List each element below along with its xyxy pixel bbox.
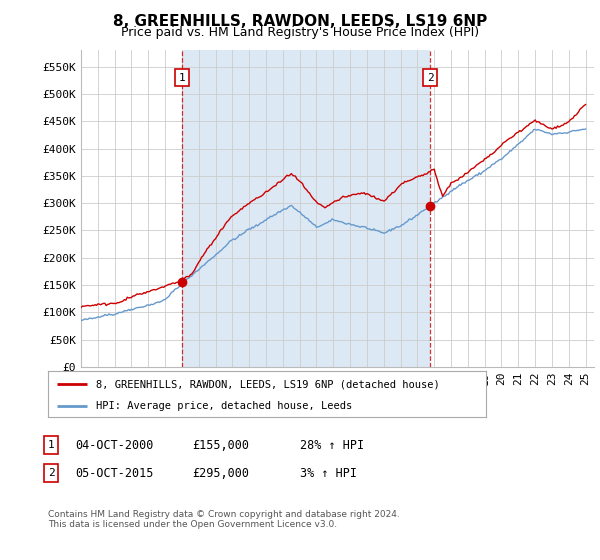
Text: £295,000: £295,000 — [192, 466, 249, 480]
Text: £155,000: £155,000 — [192, 438, 249, 452]
Text: 2: 2 — [47, 468, 55, 478]
Text: 1: 1 — [47, 440, 55, 450]
Text: 05-OCT-2015: 05-OCT-2015 — [75, 466, 154, 480]
Text: 2: 2 — [427, 73, 433, 83]
Text: Price paid vs. HM Land Registry's House Price Index (HPI): Price paid vs. HM Land Registry's House … — [121, 26, 479, 39]
Text: 3% ↑ HPI: 3% ↑ HPI — [300, 466, 357, 480]
Text: 28% ↑ HPI: 28% ↑ HPI — [300, 438, 364, 452]
Text: 8, GREENHILLS, RAWDON, LEEDS, LS19 6NP (detached house): 8, GREENHILLS, RAWDON, LEEDS, LS19 6NP (… — [96, 379, 440, 389]
Text: HPI: Average price, detached house, Leeds: HPI: Average price, detached house, Leed… — [96, 401, 352, 410]
Text: 04-OCT-2000: 04-OCT-2000 — [75, 438, 154, 452]
Text: 8, GREENHILLS, RAWDON, LEEDS, LS19 6NP: 8, GREENHILLS, RAWDON, LEEDS, LS19 6NP — [113, 14, 487, 29]
Bar — [182, 50, 430, 367]
Text: 1: 1 — [179, 73, 185, 83]
Text: Contains HM Land Registry data © Crown copyright and database right 2024.
This d: Contains HM Land Registry data © Crown c… — [48, 510, 400, 529]
